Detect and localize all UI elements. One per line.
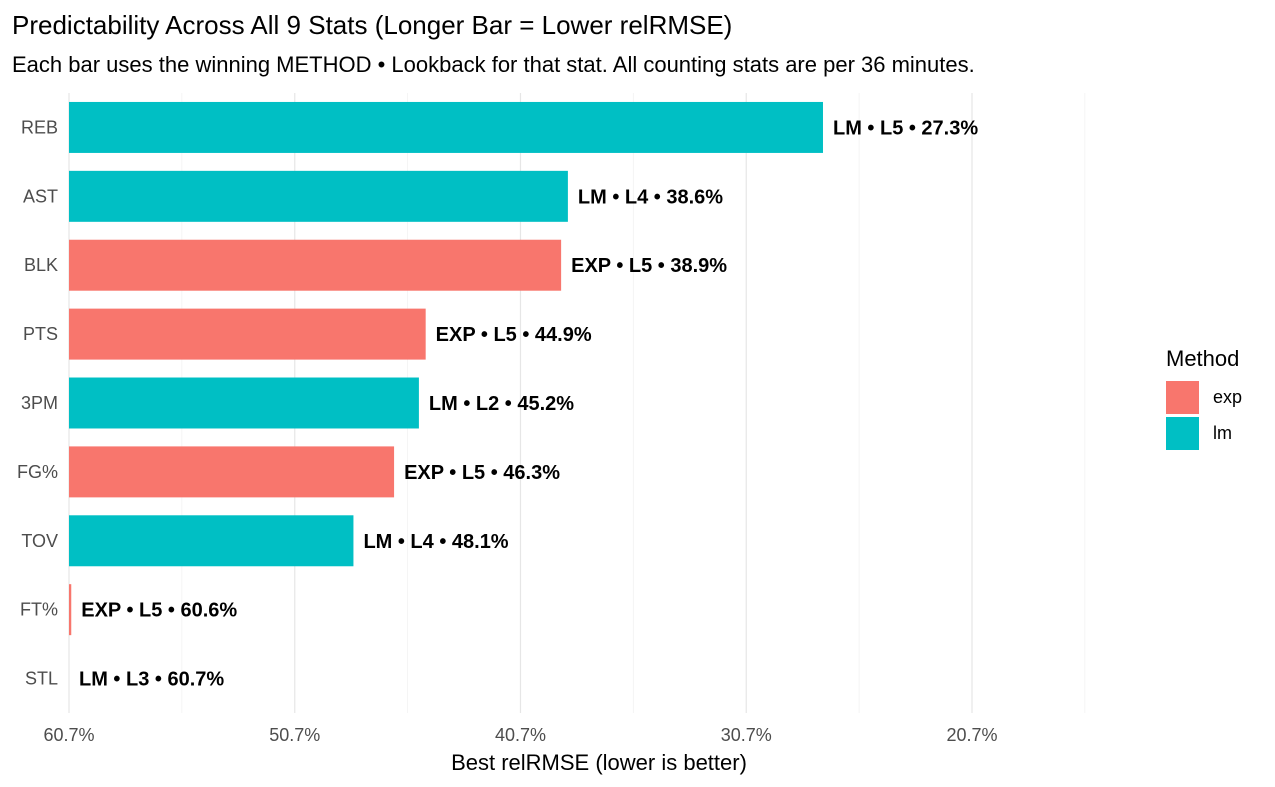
y-tick-label: AST [23, 186, 58, 206]
bar-tov [69, 515, 354, 567]
data-label: LM • L4 • 38.6% [578, 186, 723, 208]
y-tick-label: FT% [20, 600, 58, 620]
x-tick-label: 30.7% [721, 725, 772, 745]
legend-label-exp: exp [1213, 386, 1243, 407]
y-tick-labels: REB AST BLK PTS 3PM FG% TOV FT% STL [17, 117, 58, 688]
bar-pts [69, 308, 426, 360]
y-tick-label: STL [25, 669, 58, 689]
legend-swatch-lm [1166, 416, 1199, 450]
bar-3pm [69, 377, 419, 429]
data-label: LM • L2 • 45.2% [429, 393, 574, 415]
x-tick-label: 40.7% [495, 725, 546, 745]
y-tick-label: 3PM [21, 393, 58, 413]
y-tick-label: REB [21, 117, 58, 137]
x-tick-labels: 60.7% 50.7% 40.7% 30.7% 20.7% [43, 725, 997, 745]
x-tick-label: 60.7% [43, 725, 94, 745]
legend-item-lm: lm [1166, 416, 1242, 450]
x-tick-label: 50.7% [269, 725, 320, 745]
bar-reb [69, 101, 823, 153]
legend-label-lm: lm [1213, 422, 1232, 443]
chart-subtitle: Each bar uses the winning METHOD • Lookb… [12, 52, 975, 77]
data-label: LM • L5 • 27.3% [833, 117, 978, 139]
y-tick-label: BLK [24, 255, 58, 275]
legend: Method exp lm [1166, 346, 1242, 450]
legend-title: Method [1166, 346, 1240, 371]
chart-title: Predictability Across All 9 Stats (Longe… [12, 10, 733, 40]
data-label: EXP • L5 • 44.9% [436, 324, 592, 346]
x-tick-label: 20.7% [946, 725, 997, 745]
legend-swatch-exp [1166, 380, 1199, 414]
data-label: LM • L3 • 60.7% [79, 669, 224, 691]
data-label: LM • L4 • 48.1% [363, 531, 508, 553]
x-axis-label: Best relRMSE (lower is better) [451, 750, 747, 775]
y-tick-label: TOV [21, 531, 58, 551]
bars [69, 101, 823, 636]
bar-fg-pct [69, 446, 395, 498]
legend-item-exp: exp [1166, 380, 1242, 414]
bar-ft-pct [69, 584, 72, 636]
data-label: EXP • L5 • 38.9% [571, 255, 727, 277]
bar-blk [69, 239, 562, 291]
data-label: EXP • L5 • 46.3% [404, 462, 560, 484]
data-label: EXP • L5 • 60.6% [81, 600, 237, 622]
data-labels: LM • L5 • 27.3% LM • L4 • 38.6% EXP • L5 •… [79, 117, 978, 690]
bar-ast [69, 170, 568, 222]
y-tick-label: PTS [23, 324, 58, 344]
y-tick-label: FG% [17, 462, 58, 482]
